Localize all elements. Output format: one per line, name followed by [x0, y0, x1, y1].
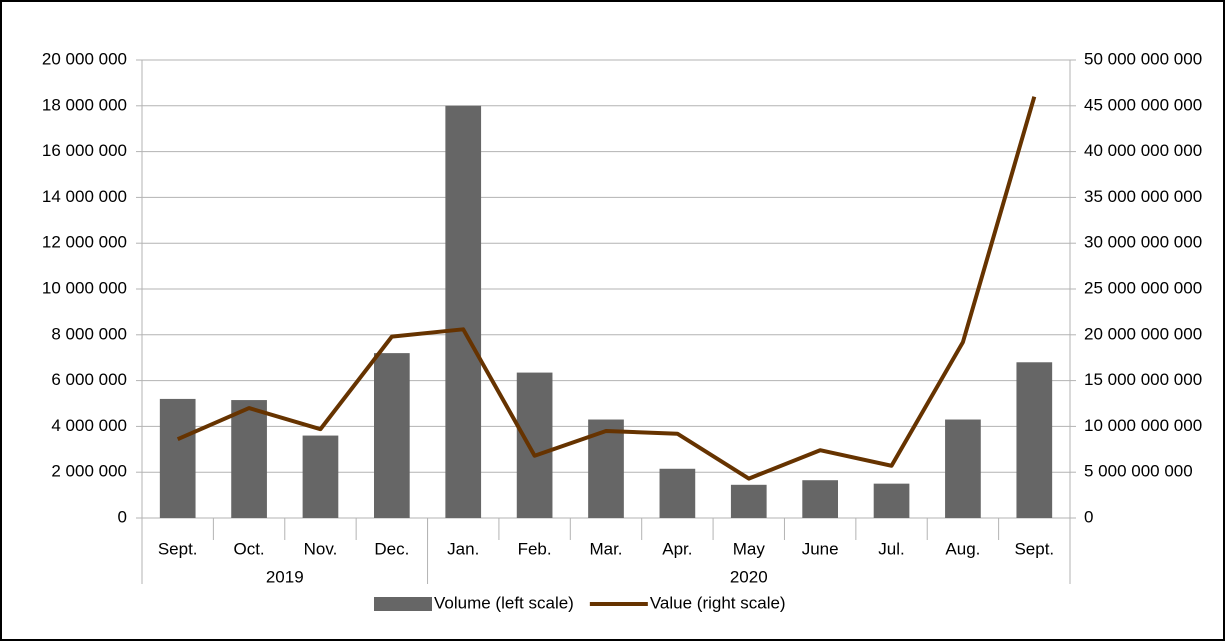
y-tick-label: 8 000 000 — [51, 324, 127, 343]
bar — [516, 372, 553, 518]
y-tick-label: 18 000 000 — [42, 95, 127, 114]
y-tick-label: 14 000 000 — [42, 187, 127, 206]
x-tick-label: Nov. — [304, 539, 338, 558]
legend-label: Volume (left scale) — [434, 593, 574, 612]
y-tick-label: 20 000 000 — [42, 49, 127, 68]
y-tick-label: 12 000 000 — [42, 233, 127, 252]
x-tick-label: Apr. — [662, 539, 692, 558]
y-tick-label: 0 — [118, 507, 127, 526]
bar — [659, 468, 696, 518]
x-tick-label: May — [733, 539, 766, 558]
y-tick-label: 16 000 000 — [42, 141, 127, 160]
bar — [374, 353, 410, 518]
x-tick-label: Dec. — [374, 539, 409, 558]
bar — [159, 398, 196, 518]
y-tick-label: 10 000 000 — [42, 278, 127, 297]
y2-tick-label: 35 000 000 000 — [1084, 187, 1202, 206]
y2-tick-label: 10 000 000 000 — [1084, 416, 1202, 435]
x-tick-label: Sept. — [158, 539, 198, 558]
bar — [445, 105, 482, 519]
y2-tick-label: 0 — [1084, 507, 1093, 526]
y2-tick-label: 25 000 000 000 — [1084, 278, 1202, 297]
bar — [231, 400, 267, 518]
legend-swatch — [374, 597, 432, 611]
x-tick-label: Jul. — [878, 539, 904, 558]
x-tick-label: June — [802, 539, 839, 558]
y2-tick-label: 5 000 000 000 — [1084, 462, 1193, 481]
x-tick-label: Oct. — [233, 539, 264, 558]
y-tick-label: 2 000 000 — [51, 462, 127, 481]
y-tick-label: 4 000 000 — [51, 416, 127, 435]
y2-tick-label: 20 000 000 000 — [1084, 324, 1202, 343]
y2-tick-label: 50 000 000 000 — [1084, 49, 1202, 68]
legend-label: Value (right scale) — [650, 593, 786, 612]
bar — [802, 480, 838, 518]
x-tick-label: Sept. — [1014, 539, 1054, 558]
x-tick-label: Jan. — [447, 539, 479, 558]
x-tick-label: Aug. — [945, 539, 980, 558]
x-tick-label: Mar. — [589, 539, 622, 558]
bar — [1016, 362, 1053, 518]
bar — [302, 435, 339, 518]
y2-tick-label: 15 000 000 000 — [1084, 370, 1202, 389]
bar — [873, 483, 910, 518]
bar — [730, 484, 767, 518]
group-label: 2020 — [730, 567, 768, 586]
line — [176, 96, 1037, 481]
y2-tick-label: 30 000 000 000 — [1084, 233, 1202, 252]
bar — [945, 419, 981, 518]
y-tick-label: 6 000 000 — [51, 370, 127, 389]
x-tick-label: Feb. — [518, 539, 552, 558]
group-label: 2019 — [266, 567, 304, 586]
y2-tick-label: 40 000 000 000 — [1084, 141, 1202, 160]
y2-tick-label: 45 000 000 000 — [1084, 95, 1202, 114]
